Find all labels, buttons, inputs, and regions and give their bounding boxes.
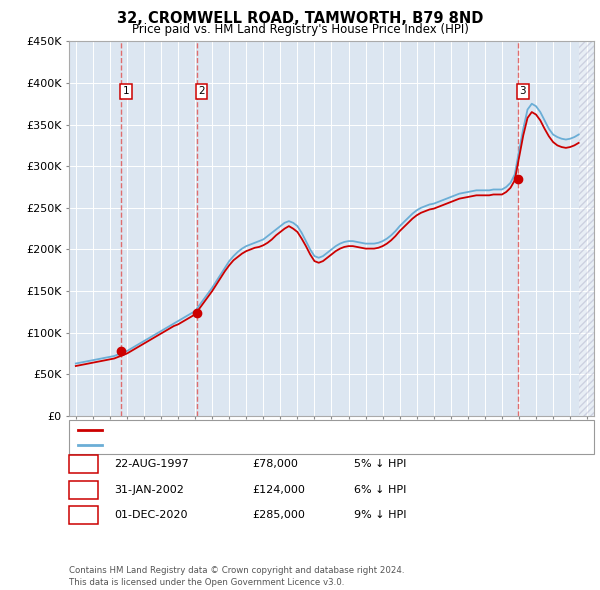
Text: 2: 2: [80, 485, 87, 494]
Text: Contains HM Land Registry data © Crown copyright and database right 2024.
This d: Contains HM Land Registry data © Crown c…: [69, 566, 404, 587]
Text: HPI: Average price, detached house, Tamworth: HPI: Average price, detached house, Tamw…: [106, 440, 350, 450]
Text: 32, CROMWELL ROAD, TAMWORTH, B79 8ND (detached house): 32, CROMWELL ROAD, TAMWORTH, B79 8ND (de…: [106, 425, 434, 435]
Text: 5% ↓ HPI: 5% ↓ HPI: [354, 460, 406, 469]
Text: 32, CROMWELL ROAD, TAMWORTH, B79 8ND: 32, CROMWELL ROAD, TAMWORTH, B79 8ND: [117, 11, 483, 27]
Text: 22-AUG-1997: 22-AUG-1997: [114, 460, 189, 469]
Text: 31-JAN-2002: 31-JAN-2002: [114, 485, 184, 494]
Text: 2: 2: [198, 86, 205, 96]
Text: 1: 1: [80, 460, 87, 469]
Bar: [578, 41, 596, 416]
Text: 01-DEC-2020: 01-DEC-2020: [114, 510, 187, 520]
Text: 1: 1: [122, 86, 129, 96]
Text: 3: 3: [80, 510, 87, 520]
Text: £285,000: £285,000: [252, 510, 305, 520]
Text: Price paid vs. HM Land Registry's House Price Index (HPI): Price paid vs. HM Land Registry's House …: [131, 23, 469, 36]
Text: 9% ↓ HPI: 9% ↓ HPI: [354, 510, 407, 520]
Text: £124,000: £124,000: [252, 485, 305, 494]
Text: 6% ↓ HPI: 6% ↓ HPI: [354, 485, 406, 494]
Text: £78,000: £78,000: [252, 460, 298, 469]
Text: 3: 3: [519, 86, 526, 96]
